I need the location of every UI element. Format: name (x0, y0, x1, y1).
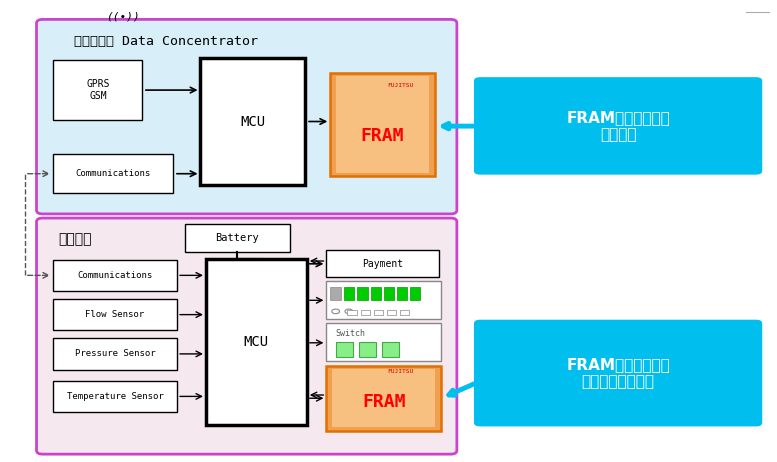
Bar (53, 154, 173, 193)
Text: FRAM: FRAM (361, 128, 404, 145)
Bar (53, 338, 177, 370)
Text: FRAM实时存储通信
日志数据: FRAM实时存储通信 日志数据 (566, 109, 670, 142)
Bar (332, 369, 435, 427)
Bar (185, 224, 290, 252)
Bar (344, 287, 354, 300)
Bar (371, 287, 381, 300)
Bar (53, 381, 177, 412)
Bar (387, 310, 396, 315)
Bar (336, 342, 353, 357)
Bar (53, 260, 177, 291)
Circle shape (332, 309, 340, 314)
Bar (206, 259, 307, 425)
Bar (330, 287, 341, 300)
Text: GPRS
GSM: GPRS GSM (86, 79, 110, 101)
Text: FRAM: FRAM (362, 393, 406, 411)
FancyBboxPatch shape (474, 77, 762, 175)
Text: ((•)): ((•)) (107, 12, 141, 22)
Text: 抄表系统： Data Concentrator: 抄表系统： Data Concentrator (74, 35, 258, 48)
Bar (326, 281, 441, 319)
Bar (410, 287, 420, 300)
Bar (326, 323, 441, 361)
Bar (400, 310, 409, 315)
Bar (330, 73, 435, 176)
Text: Temperature Sensor: Temperature Sensor (67, 392, 163, 401)
Text: Battery: Battery (215, 233, 259, 243)
Text: FUJITSU: FUJITSU (387, 83, 413, 88)
Bar (374, 310, 383, 315)
Text: Communications: Communications (76, 169, 151, 178)
Bar (336, 76, 429, 173)
Circle shape (345, 309, 353, 314)
Bar (53, 60, 142, 120)
Text: Switch: Switch (336, 329, 366, 338)
Text: Communications: Communications (78, 271, 152, 280)
Text: 计量系统: 计量系统 (58, 232, 92, 246)
FancyBboxPatch shape (474, 320, 762, 426)
Bar (53, 299, 177, 330)
Text: FRAM实时存储水或
气的流量日志数据: FRAM实时存储水或 气的流量日志数据 (566, 357, 670, 389)
Bar (200, 58, 305, 185)
FancyBboxPatch shape (37, 218, 457, 454)
Bar (382, 342, 399, 357)
Bar (326, 250, 439, 277)
Bar (397, 287, 407, 300)
Text: Payment: Payment (363, 259, 403, 269)
Text: MCU: MCU (241, 115, 266, 128)
FancyBboxPatch shape (37, 19, 457, 214)
Text: Flow Sensor: Flow Sensor (85, 310, 145, 319)
Bar (384, 287, 394, 300)
Bar (326, 366, 441, 431)
Text: FUJITSU: FUJITSU (387, 370, 413, 374)
Bar (359, 342, 376, 357)
Text: MCU: MCU (244, 335, 269, 349)
Bar (357, 287, 368, 300)
Bar (347, 310, 357, 315)
Bar (361, 310, 370, 315)
Text: Pressure Sensor: Pressure Sensor (75, 349, 155, 359)
